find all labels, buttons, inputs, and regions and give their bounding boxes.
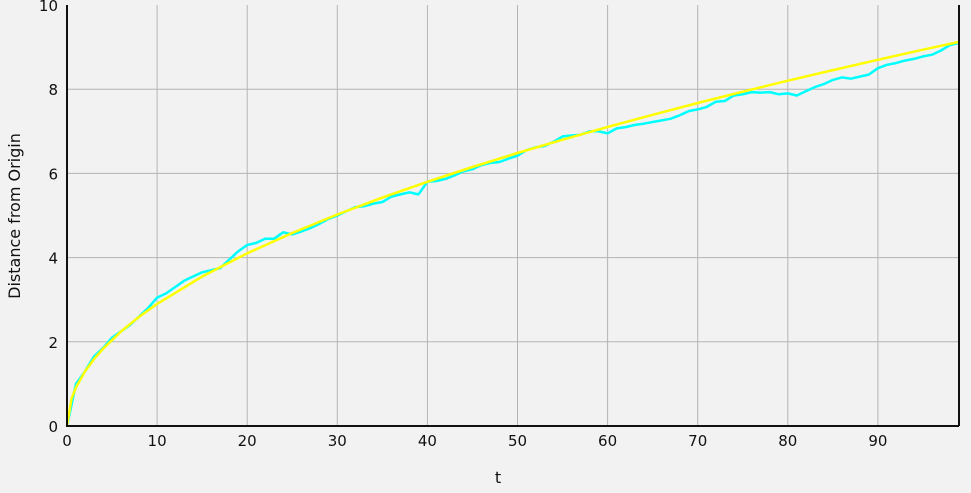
x-tick-label: 0: [62, 432, 72, 450]
y-tick-label: 10: [39, 0, 58, 15]
series-group: [65, 40, 960, 427]
y-tick-label: 4: [48, 250, 58, 268]
y-tick-label: 6: [48, 165, 58, 183]
y-tick-label: 0: [48, 418, 58, 436]
series-line-2: [65, 40, 960, 427]
axes: [66, 5, 960, 427]
tick-labels: 0 10 20 30 40 50 60 70 80 90 0 2 4 6 8 10: [39, 0, 888, 450]
x-tick-label: 80: [778, 432, 797, 450]
y-tick-label: 8: [48, 81, 58, 99]
x-tick-label: 10: [148, 432, 167, 450]
series-line-1: [65, 41, 960, 427]
y-tick-label: 2: [48, 334, 58, 352]
x-tick-label: 30: [328, 432, 347, 450]
x-tick-label: 40: [418, 432, 437, 450]
x-tick-label: 90: [868, 432, 887, 450]
x-tick-label: 20: [238, 432, 257, 450]
x-tick-label: 50: [508, 432, 527, 450]
grid: [67, 5, 959, 426]
x-axis-label: t: [495, 468, 501, 487]
x-tick-label: 70: [688, 432, 707, 450]
y-axis-label: Distance from Origin: [5, 133, 24, 299]
x-tick-label: 60: [598, 432, 617, 450]
